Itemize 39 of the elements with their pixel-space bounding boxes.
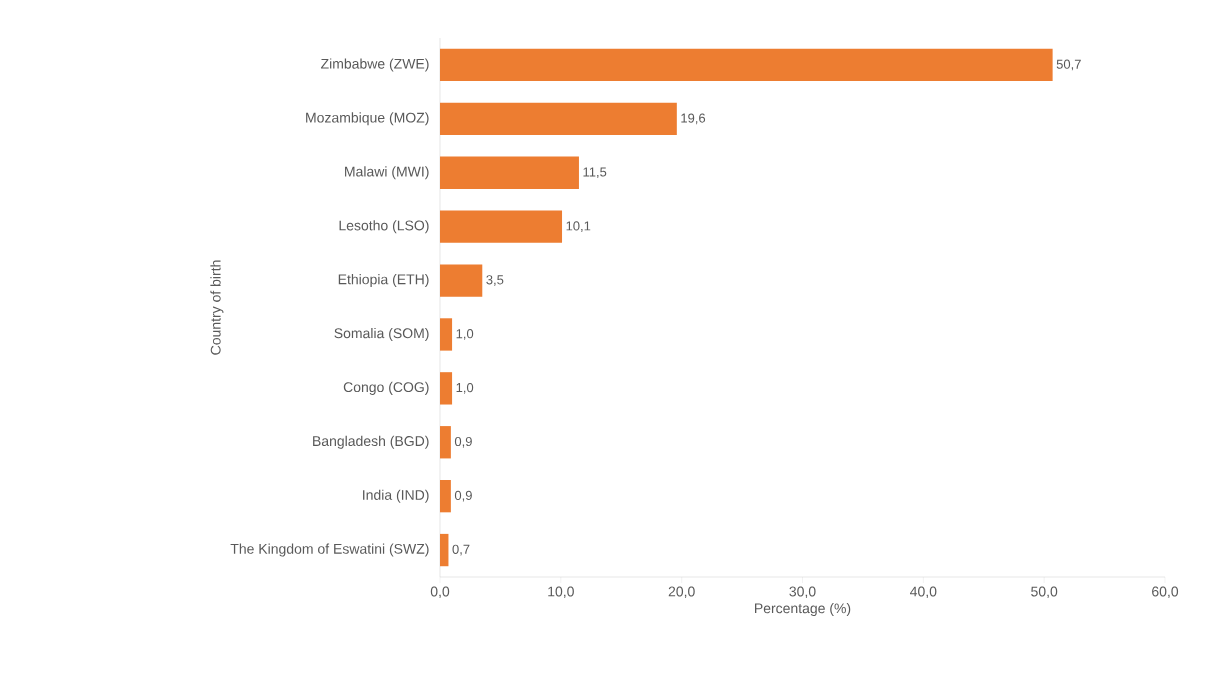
x-tick-label: 40,0: [910, 586, 937, 599]
x-tick-label: 60,0: [1152, 586, 1179, 599]
y-tick-label: Bangladesh (BGD): [313, 435, 429, 449]
bar: [439, 479, 451, 513]
y-tick-label: Somalia (SOM): [334, 327, 429, 341]
y-tick-label: Ethiopia (ETH): [338, 274, 429, 288]
x-axis-title: Percentage (%): [755, 602, 851, 617]
x-tick-label: 50,0: [1031, 586, 1058, 599]
bar: [439, 156, 579, 189]
x-tick-label: 30,0: [789, 586, 816, 599]
data-label: 11,5: [583, 167, 607, 179]
data-label: 0,9: [454, 490, 472, 502]
data-label: 19,6: [681, 113, 706, 125]
data-label: 10,1: [566, 221, 591, 233]
data-label: 0,7: [452, 544, 470, 556]
data-label: 50,7: [1056, 59, 1081, 71]
bar: [439, 48, 1053, 82]
bar: [439, 318, 453, 351]
y-tick-label: Lesotho (LSO): [339, 220, 429, 234]
y-tick-label: Mozambique (MOZ): [306, 112, 429, 126]
y-axis-title: Country of birth: [210, 260, 224, 355]
data-label: 3,5: [486, 275, 504, 286]
x-tick-label: 10,0: [548, 586, 574, 599]
x-tick-label: 0,0: [430, 586, 450, 599]
bar: [439, 426, 451, 459]
y-tick-label: Zimbabwe (ZWE): [321, 58, 429, 72]
bar: [439, 102, 677, 136]
y-tick-label: The Kingdom of Eswatini (SWZ): [230, 543, 429, 557]
y-tick-label: Malawi (MWI): [345, 166, 429, 180]
data-label: 0,9: [454, 436, 472, 448]
data-label: 1,0: [456, 382, 474, 394]
bar: [439, 210, 563, 243]
data-label: 1,0: [456, 329, 474, 340]
y-tick-label: Congo (COG): [343, 381, 429, 395]
bar: [439, 264, 483, 297]
x-tick-label: 20,0: [668, 586, 695, 599]
y-tick-label: India (IND): [363, 489, 429, 503]
bar: [439, 372, 453, 405]
bar: [439, 533, 449, 567]
